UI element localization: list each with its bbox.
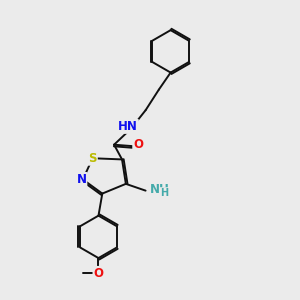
- Text: HN: HN: [118, 120, 138, 133]
- Text: NH: NH: [150, 183, 170, 196]
- Text: H: H: [160, 188, 168, 198]
- Text: S: S: [88, 152, 97, 165]
- Text: O: O: [133, 139, 143, 152]
- Text: O: O: [94, 267, 103, 280]
- Text: N: N: [76, 173, 86, 186]
